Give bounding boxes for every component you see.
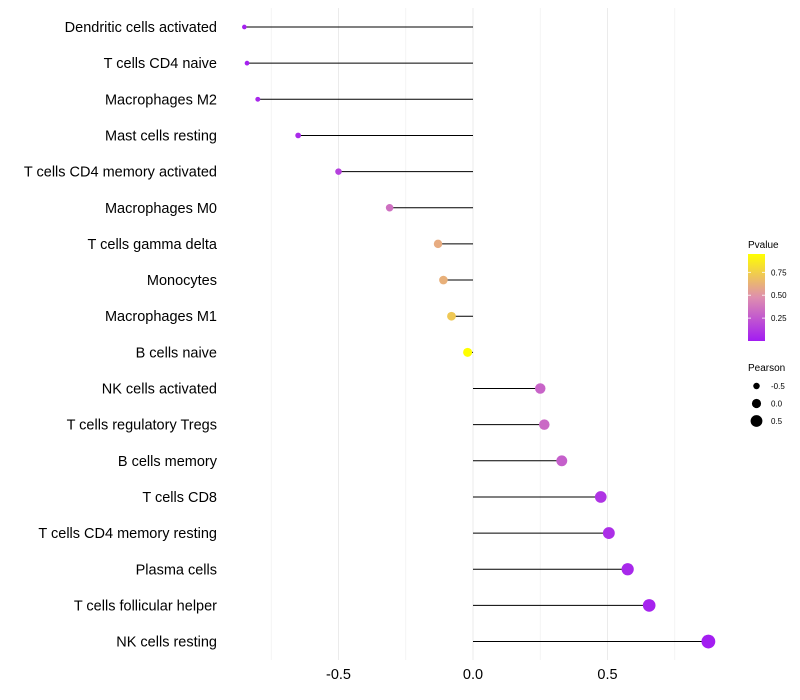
size-key-dot (753, 382, 760, 390)
data-point (594, 491, 607, 503)
y-tick-label: Monocytes (147, 273, 217, 289)
y-tick-label: T cells CD4 memory activated (24, 165, 217, 181)
x-axis-labels: -0.5 0.0 0.5 (326, 667, 618, 683)
y-tick-label: T cells regulatory Tregs (67, 418, 217, 434)
y-tick-label: T cells CD8 (142, 490, 217, 506)
data-point (621, 563, 634, 576)
colorbar-label: 0.25 (771, 314, 787, 323)
stems (244, 26, 709, 643)
pvalue-legend-title: Pvalue (748, 240, 779, 251)
y-tick-label: Macrophages M1 (105, 309, 217, 325)
y-tick-label: T cells CD4 memory resting (38, 526, 217, 542)
x-tick-label: 0.5 (597, 667, 617, 683)
pearson-legend: Pearson -0.5 0.0 0.5 (748, 363, 785, 427)
y-tick-label: Macrophages M0 (105, 201, 217, 217)
y-tick-label: T cells gamma delta (88, 237, 218, 253)
size-key-label: 0.5 (771, 417, 783, 426)
y-tick-label: Dendritic cells activated (65, 20, 217, 36)
data-point (433, 239, 443, 249)
data-point (539, 419, 550, 430)
size-key-dot (750, 415, 763, 427)
data-point (463, 347, 473, 357)
data-point (642, 599, 656, 612)
data-point (447, 311, 456, 321)
data-point (335, 168, 342, 175)
data-point (242, 24, 247, 30)
data-point (385, 203, 394, 212)
y-tick-label: NK cells resting (116, 635, 217, 651)
y-tick-label: Macrophages M2 (105, 92, 217, 108)
grid-lines (270, 8, 676, 660)
y-tick-label: T cells follicular helper (74, 598, 217, 614)
pvalue-legend: Pvalue 0.25 0.50 0.75 (748, 240, 787, 341)
data-point (535, 383, 546, 394)
size-key-dot (751, 398, 762, 409)
pvalue-colorbar (748, 254, 765, 341)
data-point (255, 96, 261, 102)
y-axis-labels: Dendritic cells activated T cells CD4 nai… (24, 20, 218, 651)
x-tick-label: 0.0 (463, 667, 483, 683)
size-key-label: -0.5 (771, 382, 785, 391)
data-point (295, 132, 302, 139)
data-point (556, 455, 568, 467)
pearson-legend-title: Pearson (748, 363, 785, 374)
y-tick-label: Plasma cells (136, 562, 217, 578)
data-point (439, 275, 448, 285)
y-tick-label: B cells memory (118, 454, 218, 470)
points (242, 24, 716, 649)
data-point (602, 527, 615, 540)
y-tick-label: B cells naive (136, 345, 217, 361)
colorbar-label: 0.50 (771, 291, 787, 300)
data-point (244, 60, 250, 66)
colorbar-label: 0.75 (771, 268, 787, 277)
y-tick-label: Mast cells resting (105, 128, 217, 144)
data-point (701, 634, 716, 649)
x-tick-label: -0.5 (326, 667, 351, 683)
size-key-label: 0.0 (771, 400, 783, 409)
y-tick-label: NK cells activated (102, 382, 217, 398)
y-tick-label: T cells CD4 naive (104, 56, 217, 72)
